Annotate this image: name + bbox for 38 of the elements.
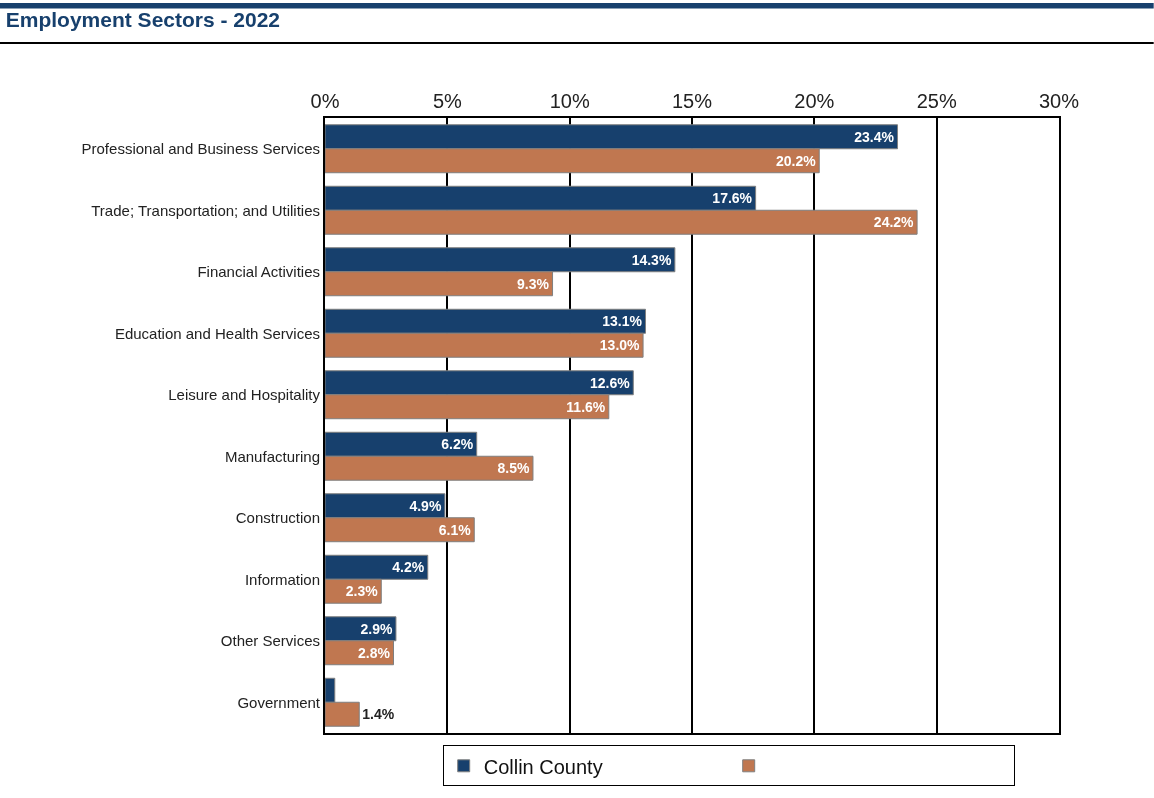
data-label: 6.2% [441, 436, 474, 453]
data-label: 23.4% [854, 128, 895, 145]
data-label: 4.2% [392, 559, 425, 576]
x-tick-label: 0% [310, 90, 340, 112]
data-label: 2.8% [358, 644, 391, 661]
data-label: 2.3% [345, 583, 379, 600]
x-tick-label: 20% [794, 90, 835, 112]
x-tick-label: 10% [549, 90, 590, 112]
y-tick-label: Manufacturing [224, 447, 320, 465]
data-label: 12.6% [590, 374, 631, 391]
data-label: 13.0% [599, 337, 641, 354]
data-label: 11.6% [566, 398, 606, 415]
legend-label: Collin County [483, 755, 603, 778]
y-tick-label: Professional and Business Services [81, 140, 320, 157]
data-label: 9.3% [517, 275, 550, 292]
y-tick-label: Financial Activities [197, 263, 320, 280]
data-label: 8.5% [497, 460, 530, 477]
data-label: 4.9% [409, 497, 442, 514]
text: Employment Sectors - 2022 [5, 7, 281, 31]
data-label: 1.4% [362, 706, 395, 723]
data-label: 13.1% [602, 313, 643, 330]
x-tick-label: 25% [916, 90, 957, 112]
x-tick-label: 30% [1038, 90, 1080, 112]
y-tick-label: Leisure and Hospitality [168, 386, 321, 403]
y-tick-label: Information [244, 570, 320, 588]
y-tick-label: Education and Health Services [114, 324, 320, 342]
y-tick-label: Government [237, 693, 321, 711]
x-tick-label: 5% [432, 90, 462, 112]
x-tick-label: 15% [671, 90, 713, 112]
y-tick-label: Construction [235, 509, 320, 526]
data-label: 24.2% [873, 214, 915, 231]
data-label: 6.1% [438, 521, 472, 538]
data-label: 14.3% [631, 251, 672, 268]
y-tick-label: Other Services [220, 632, 320, 649]
data-label: 2.9% [360, 620, 393, 637]
data-label: 17.6% [712, 190, 753, 207]
data-label: 20.2% [775, 152, 817, 169]
y-tick-label: Trade; Transportation; and Utilities [91, 201, 320, 219]
